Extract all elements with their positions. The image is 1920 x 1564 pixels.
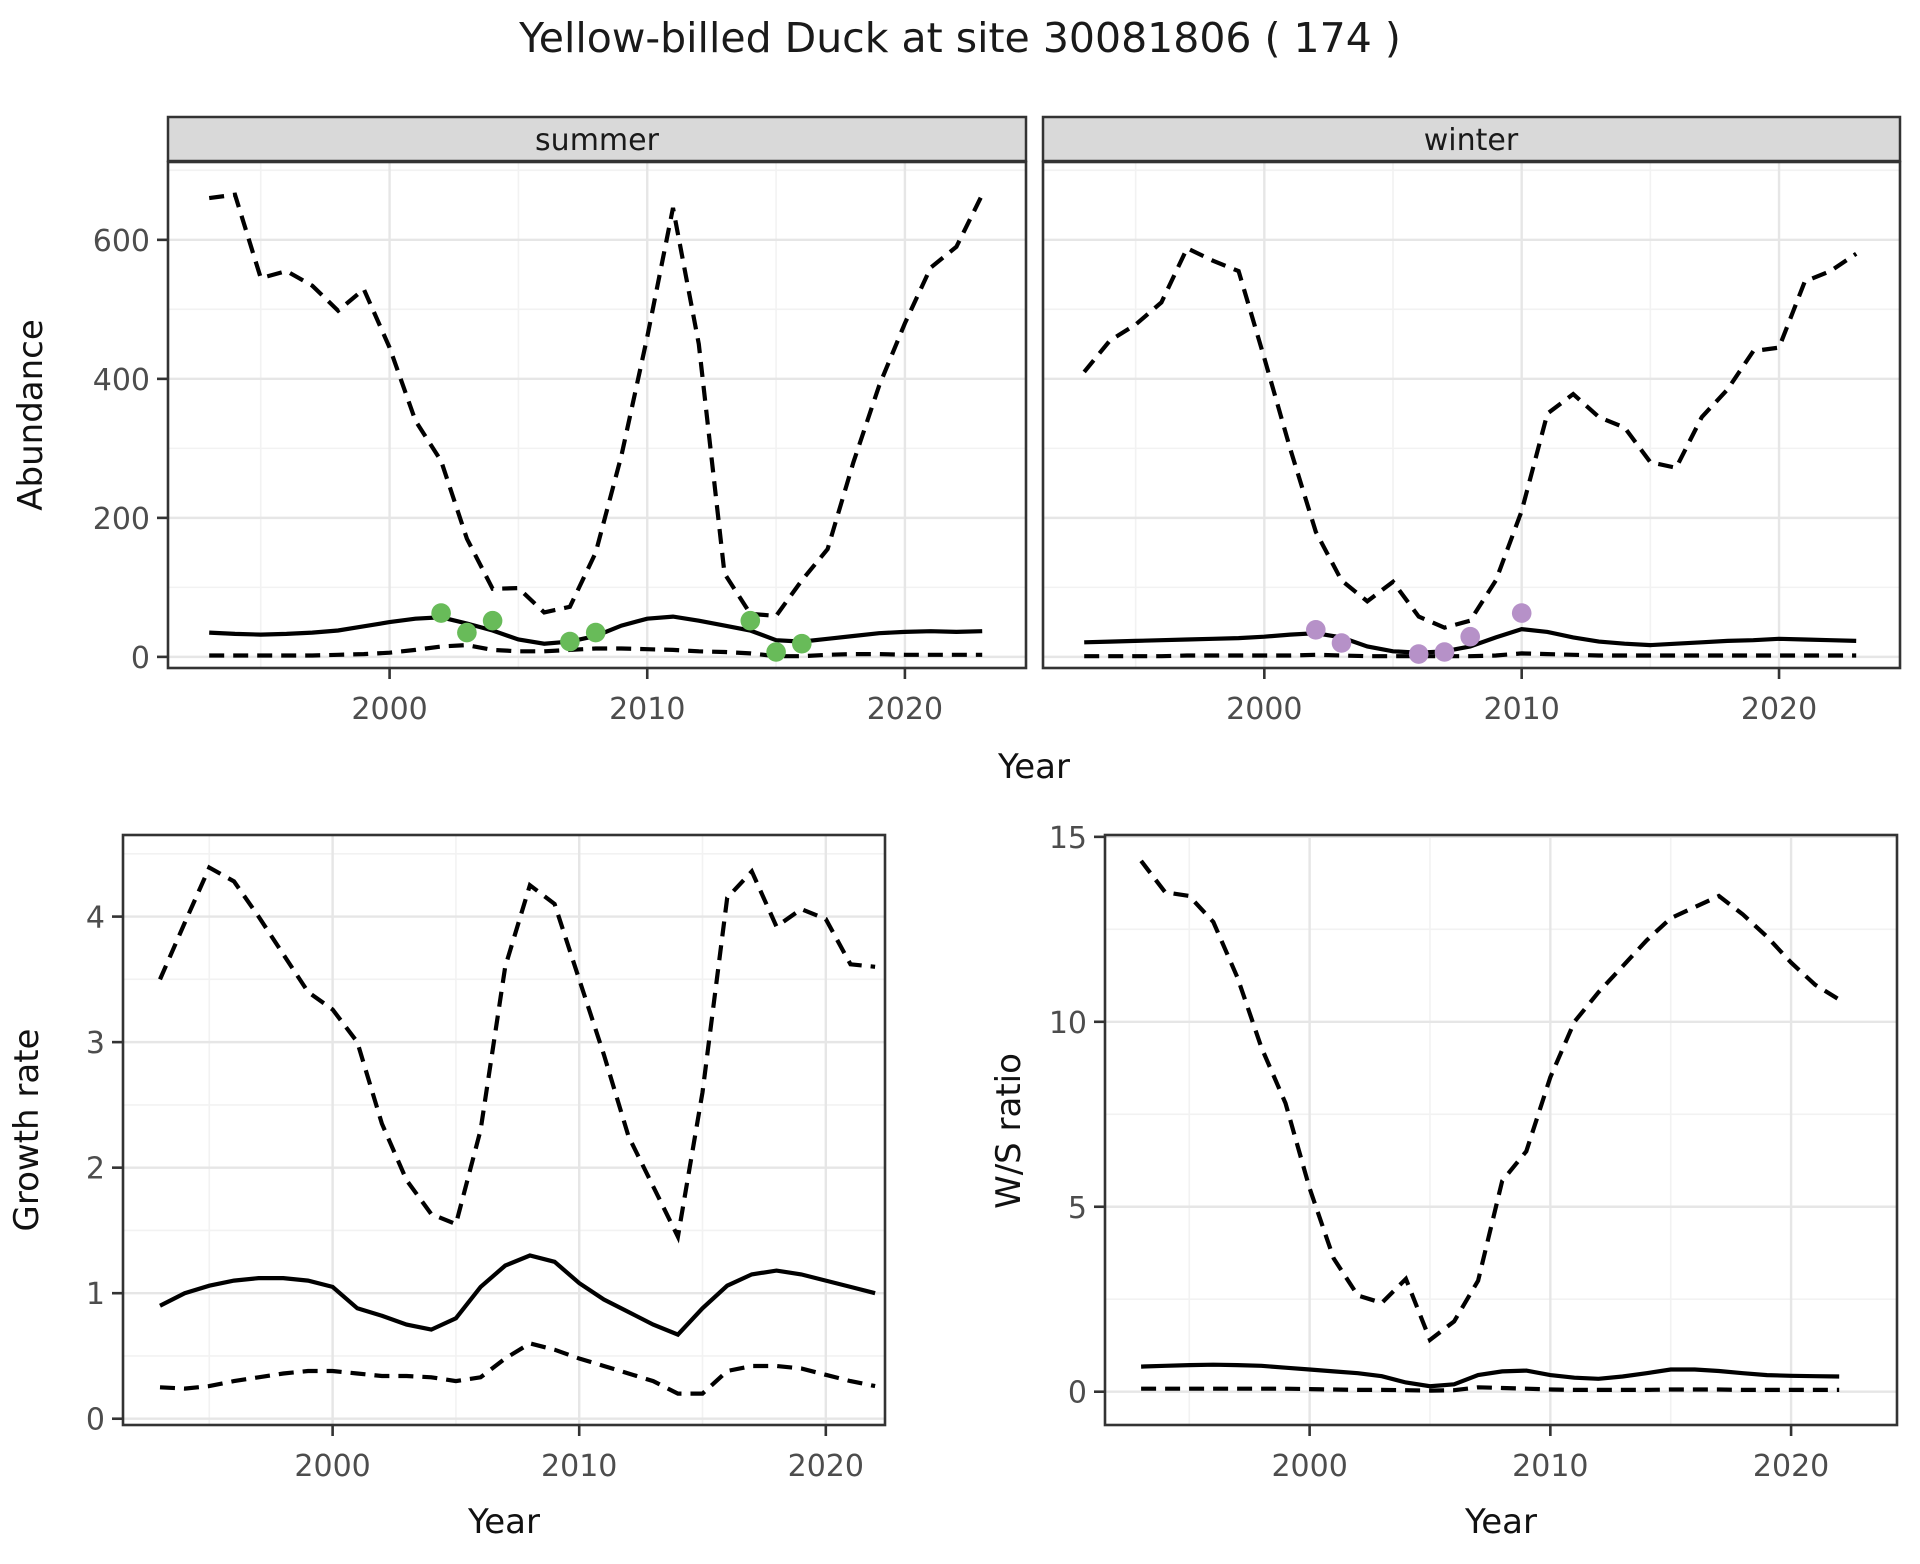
data-point-summer	[560, 631, 580, 652]
panel-background	[168, 162, 1026, 668]
panel-growth: 2000 2010 2020 0 1 2 3 4	[86, 833, 887, 1484]
y-tick-label: 3	[86, 1026, 105, 1061]
y-tick-label: 600	[93, 224, 150, 259]
series-upper_ci-summer	[208, 192, 985, 619]
panel-background	[1105, 835, 1897, 1425]
facet-strip-summer: summer	[166, 115, 1028, 163]
x-tick-label: 2010	[1512, 1449, 1588, 1484]
data-point-summer	[792, 633, 812, 654]
data-point-summer	[431, 603, 451, 623]
y-tick-label: 200	[93, 502, 150, 537]
x-tick-label: 2000	[351, 692, 427, 727]
x-tick-label: 2000	[1226, 692, 1302, 727]
x-tick-label: 2020	[1741, 692, 1817, 727]
x-axis-title-year-top: Year	[997, 747, 1070, 787]
panel-ws: 2000 2010 2020 0 5 10 15	[1049, 821, 1899, 1484]
data-point-winter	[1331, 633, 1352, 653]
x-axis-title-year-ws: Year	[1464, 1502, 1537, 1542]
series-lower_ci-winter	[1084, 651, 1857, 659]
y-tick-label: 400	[93, 363, 150, 398]
panel-border	[1041, 160, 1902, 670]
data-point-summer	[457, 622, 477, 643]
facet-strip-summer-label: summer	[535, 123, 660, 158]
series-upper_ci-ws	[1139, 859, 1841, 1344]
series-lower_ci-growth	[159, 1341, 876, 1396]
panel-border	[121, 833, 887, 1427]
facet-strip-summer-bg	[166, 115, 1028, 163]
data-point-winter	[1511, 603, 1532, 623]
data-point-winter	[1460, 626, 1480, 647]
y-tick-label: 1	[86, 1277, 105, 1312]
y-tick-label: 0	[86, 1403, 105, 1438]
data-point-summer	[482, 610, 503, 631]
facet-strip-winter: winter	[1041, 115, 1902, 163]
data-point-winter	[1408, 644, 1429, 664]
data-point-winter	[1306, 620, 1326, 640]
panel-border	[166, 160, 1028, 670]
y-axis-title-abundance: Abundance	[11, 319, 51, 511]
data-point-summer	[766, 642, 786, 662]
x-tick-label: 2010	[1484, 692, 1560, 727]
panel-winter: 2000 2010 2020	[1041, 160, 1902, 727]
panel-background	[1043, 162, 1900, 668]
y-tick-label: 5	[1068, 1191, 1087, 1226]
x-tick-label: 2010	[609, 692, 685, 727]
y-tick-label: 15	[1049, 821, 1087, 856]
y-axis-title-growth-rate: Growth rate	[7, 1029, 47, 1232]
series-median-growth	[159, 1253, 876, 1338]
x-tick-label: 2020	[1753, 1449, 1829, 1484]
y-axis-title-ws-ratio: W/S ratio	[989, 1053, 1029, 1209]
panel-border	[1103, 833, 1899, 1427]
data-point-winter	[1434, 642, 1455, 662]
y-tick-label: 0	[1068, 1376, 1087, 1411]
data-point-summer	[740, 610, 761, 631]
series-upper_ci-growth	[158, 864, 876, 1244]
panel-summer: 2000 2010 2020 0 200 400 600	[93, 160, 1028, 727]
data-point-summer	[585, 622, 606, 643]
series-median-ws	[1141, 1362, 1840, 1389]
x-tick-label: 2020	[867, 692, 943, 727]
x-tick-label: 2000	[1271, 1449, 1347, 1484]
facet-strip-winter-bg	[1041, 115, 1902, 163]
series-upper_ci-winter	[1082, 245, 1858, 630]
y-tick-label: 10	[1049, 1006, 1087, 1041]
series-lower_ci-ws	[1141, 1385, 1840, 1393]
series-lower_ci-summer	[209, 642, 983, 659]
x-axis-title-year-growth: Year	[467, 1502, 540, 1542]
page-title: Yellow-billed Duck at site 30081806 ( 17…	[518, 14, 1401, 62]
panel-background	[123, 835, 885, 1425]
x-tick-label: 2020	[788, 1449, 864, 1484]
y-tick-label: 0	[131, 641, 150, 676]
x-tick-label: 2000	[294, 1449, 370, 1484]
x-tick-label: 2010	[541, 1449, 617, 1484]
y-tick-label: 4	[86, 901, 105, 936]
y-tick-label: 2	[86, 1152, 105, 1187]
facet-strip-winter-label: winter	[1424, 123, 1519, 158]
